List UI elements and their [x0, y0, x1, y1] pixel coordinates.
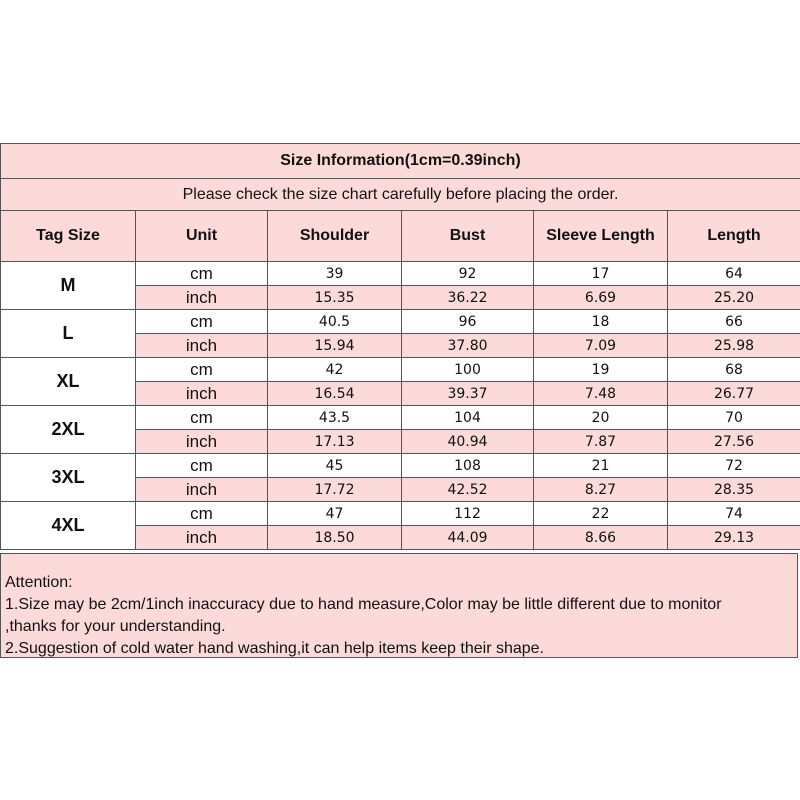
value-cell: 100	[401, 357, 534, 382]
value-cell: 39.37	[401, 381, 534, 406]
value-cell: 40.5	[267, 309, 402, 334]
value-cell: 43.5	[267, 405, 402, 430]
table-row-inch: inch 15.35 36.22 6.69 25.20	[0, 285, 800, 310]
value-cell: 22	[533, 501, 668, 526]
value-cell: 47	[267, 501, 402, 526]
header-row: Tag Size Unit Shoulder Bust Sleeve Lengt…	[0, 210, 800, 262]
value-cell: 36.22	[401, 285, 534, 310]
value-cell: 25.98	[666, 333, 800, 358]
value-cell: 15.35	[267, 285, 402, 310]
value-cell: 15.94	[267, 333, 402, 358]
unit-cell: cm	[135, 357, 268, 382]
value-cell: 39	[267, 261, 402, 286]
unit-cell: cm	[135, 501, 268, 526]
value-cell: 16.54	[267, 381, 402, 406]
table-row-cm: XL cm 42 100 19 68	[0, 357, 800, 406]
value-cell: 18.50	[267, 525, 402, 550]
value-cell: 72	[666, 453, 800, 478]
tag-size-cell: XL	[0, 357, 136, 406]
value-cell: 92	[401, 261, 534, 286]
value-cell: 37.80	[401, 333, 534, 358]
table-row-cm: 4XL cm 47 112 22 74	[0, 501, 800, 550]
value-cell: 17	[533, 261, 668, 286]
value-cell: 44.09	[401, 525, 534, 550]
value-cell: 66	[666, 309, 800, 334]
value-cell: 29.13	[666, 525, 800, 550]
header-cell: Sleeve Length	[533, 210, 668, 262]
unit-cell: cm	[135, 261, 268, 286]
header-cell: Unit	[135, 210, 268, 262]
value-cell: 18	[533, 309, 668, 334]
value-cell: 104	[401, 405, 534, 430]
value-cell: 42.52	[401, 477, 534, 502]
attention-line: Attention:	[5, 574, 73, 591]
header-cell: Tag Size	[0, 210, 136, 262]
value-cell: 7.09	[533, 333, 668, 358]
header-cell: Shoulder	[267, 210, 402, 262]
value-cell: 27.56	[666, 429, 800, 454]
unit-cell: inch	[135, 333, 268, 358]
value-cell: 70	[666, 405, 800, 430]
value-cell: 17.13	[267, 429, 402, 454]
attention-line: 1.Size may be 2cm/1inch inaccuracy due t…	[5, 596, 722, 613]
value-cell: 6.69	[533, 285, 668, 310]
value-cell: 8.27	[533, 477, 668, 502]
unit-cell: cm	[135, 309, 268, 334]
value-cell: 45	[267, 453, 402, 478]
attention-line: 2.Suggestion of cold water hand washing,…	[5, 640, 544, 657]
unit-cell: cm	[135, 453, 268, 478]
value-cell: 20	[533, 405, 668, 430]
value-cell: 26.77	[666, 381, 800, 406]
unit-cell: inch	[135, 525, 268, 550]
value-cell: 96	[401, 309, 534, 334]
value-cell: 7.48	[533, 381, 668, 406]
value-cell: 28.35	[666, 477, 800, 502]
unit-cell: inch	[135, 429, 268, 454]
unit-cell: inch	[135, 285, 268, 310]
value-cell: 68	[666, 357, 800, 382]
header-cell: Length	[666, 210, 800, 262]
table-row-cm: 2XL cm 43.5 104 20 70	[0, 405, 800, 454]
value-cell: 64	[666, 261, 800, 286]
header-cell: Bust	[401, 210, 534, 262]
value-cell: 17.72	[267, 477, 402, 502]
size-table: Size Information(1cm=0.39inch) Please ch…	[0, 143, 800, 550]
value-cell: 74	[666, 501, 800, 526]
tag-size-cell: 2XL	[0, 405, 136, 454]
attention-note: Attention: 1.Size may be 2cm/1inch inacc…	[0, 553, 798, 658]
table-title: Size Information(1cm=0.39inch)	[0, 143, 800, 179]
unit-cell: inch	[135, 477, 268, 502]
tag-size-cell: 4XL	[0, 501, 136, 550]
tag-size-cell: L	[0, 309, 136, 358]
value-cell: 19	[533, 357, 668, 382]
value-cell: 21	[533, 453, 668, 478]
unit-cell: inch	[135, 381, 268, 406]
value-cell: 112	[401, 501, 534, 526]
value-cell: 7.87	[533, 429, 668, 454]
value-cell: 40.94	[401, 429, 534, 454]
table-row-cm: 3XL cm 45 108 21 72	[0, 453, 800, 502]
table-subtitle: Please check the size chart carefully be…	[0, 178, 800, 211]
value-cell: 25.20	[666, 285, 800, 310]
attention-line: ,thanks for your understanding.	[5, 618, 226, 635]
tag-size-cell: 3XL	[0, 453, 136, 502]
value-cell: 108	[401, 453, 534, 478]
size-chart: Size Information(1cm=0.39inch) Please ch…	[0, 143, 800, 550]
unit-cell: cm	[135, 405, 268, 430]
value-cell: 42	[267, 357, 402, 382]
tag-size-cell: M	[0, 261, 136, 310]
value-cell: 8.66	[533, 525, 668, 550]
